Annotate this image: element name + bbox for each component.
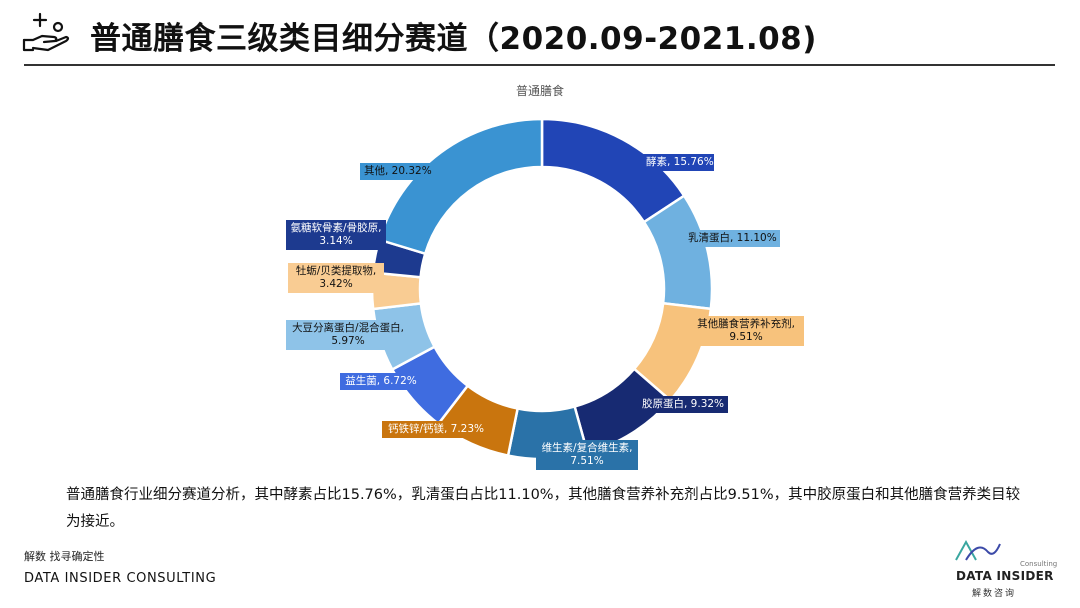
title-divider [24, 64, 1055, 66]
slice-label: 维生素/复合维生素, 7.51% [536, 440, 638, 470]
donut-slice [377, 117, 544, 256]
brand-cn-name: 解数咨询 [972, 589, 1017, 599]
description-text: 普通膳食行业细分赛道分析，其中酵素占比15.76%，乳清蛋白占比11.10%，其… [66, 487, 1021, 530]
brand-logo: Consulting DATA INSIDER 解数咨询 [950, 538, 1065, 602]
slice-label: 乳清蛋白, 11.10% [684, 230, 780, 247]
chart-title: 普通膳食 [515, 84, 564, 98]
brand-tagline: Consulting [1020, 560, 1058, 568]
slice-label: 牡蛎/贝类提取物, 3.42% [288, 263, 384, 293]
slice-label: 其他, 20.32% [360, 163, 434, 180]
slice-label: 大豆分离蛋白/混合蛋白, 5.97% [286, 320, 410, 350]
footer-company: DATA INSIDER CONSULTING [24, 571, 217, 586]
slice-label: 其他膳食营养补充剂, 9.51% [688, 316, 804, 346]
slice-label: 胶原蛋白, 9.32% [638, 396, 728, 413]
footer-slogan: 解数 找寻确定性 [24, 550, 105, 563]
hand-plus-icon [22, 12, 70, 52]
slice-label: 益生菌, 6.72% [340, 373, 422, 390]
header: 普通膳食三级类目细分赛道（2020.09-2021.08) [0, 0, 1080, 66]
page-title: 普通膳食三级类目细分赛道（2020.09-2021.08) [90, 21, 817, 57]
brand-name: DATA INSIDER [956, 569, 1054, 583]
slice-label: 酵素, 15.76% [642, 154, 714, 171]
slice-label: 钙铁锌/钙镁, 7.23% [382, 421, 490, 438]
wave-logo-icon [955, 539, 1001, 561]
slice-label: 氨糖软骨素/骨胶原, 3.14% [286, 220, 386, 250]
